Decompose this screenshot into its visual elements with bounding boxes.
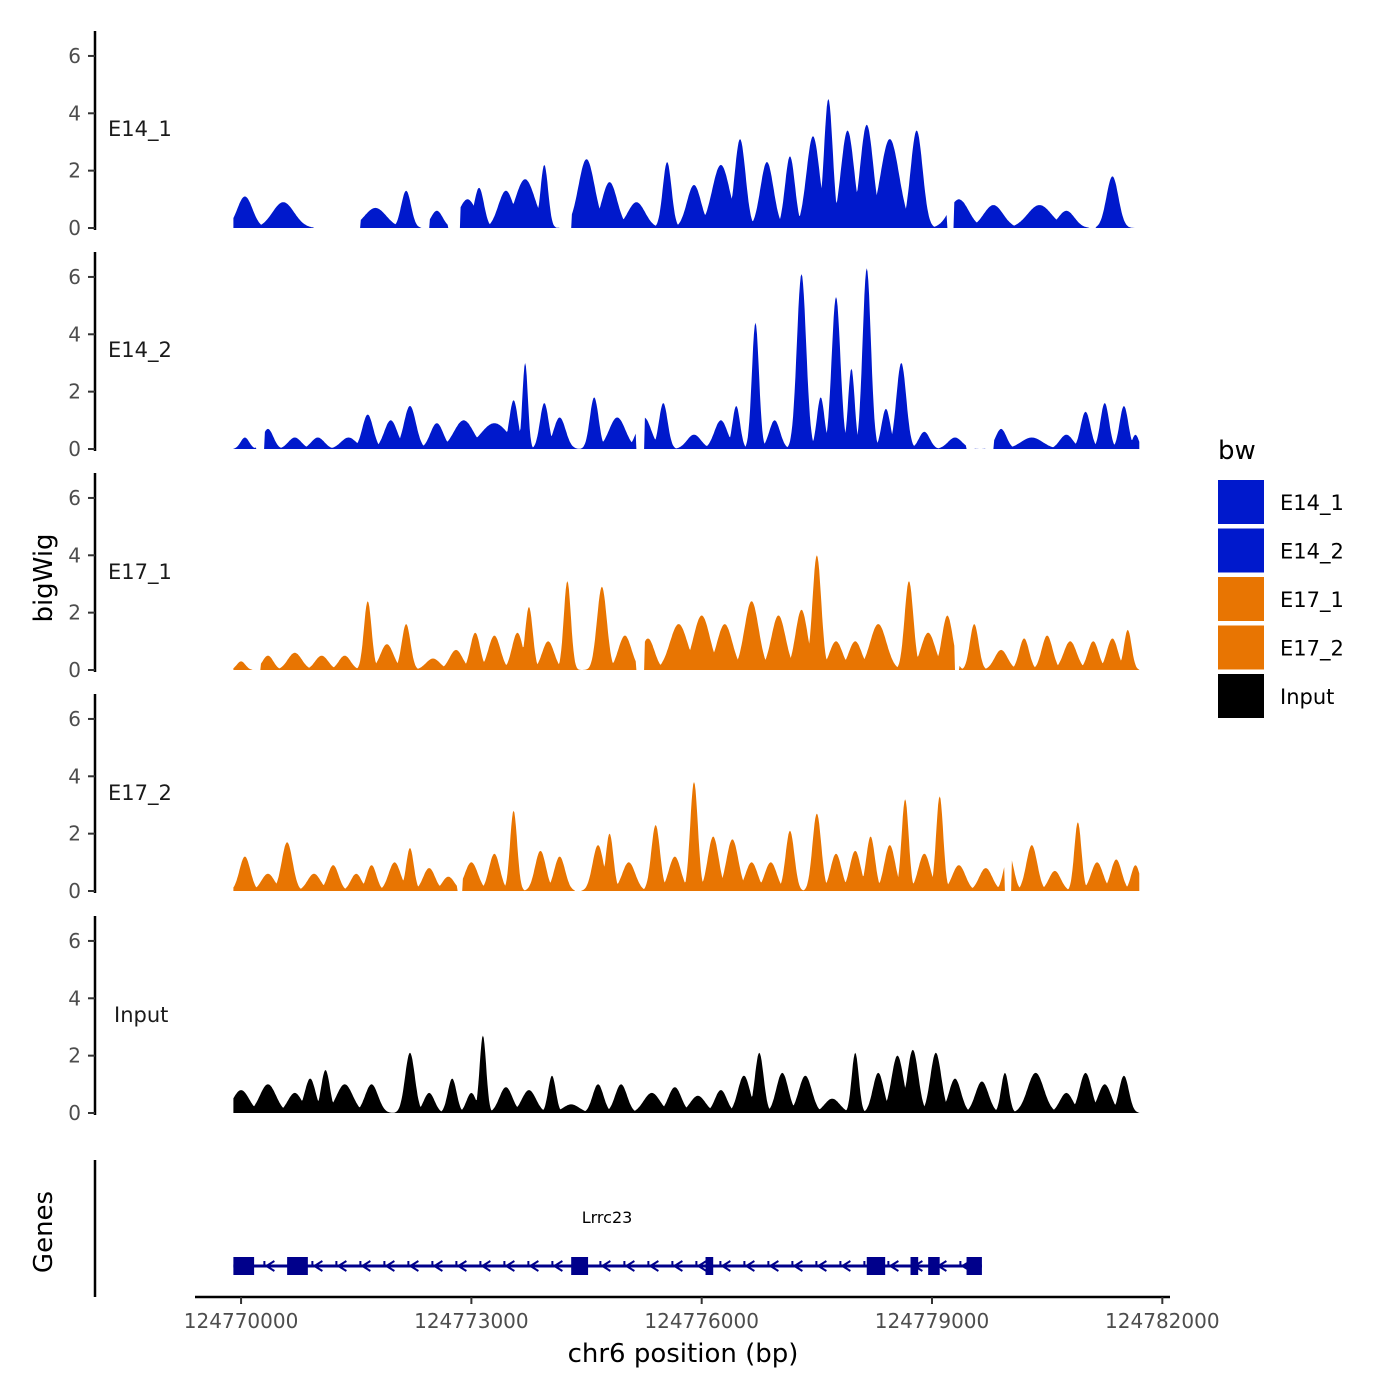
strand-arrow (744, 1260, 755, 1272)
track-label: E17_1 (108, 560, 172, 585)
strand-arrow (552, 1260, 563, 1272)
track-e17-1: 0 2 4 6 E17_1 (68, 473, 1140, 682)
y-tick-label: 2 (68, 822, 81, 846)
y-axis-title: bigWig (29, 533, 59, 622)
strand-arrow (504, 1260, 515, 1272)
legend-title: bw (1218, 436, 1256, 466)
legend-label: E17_1 (1280, 588, 1344, 613)
strand-arrow (528, 1260, 539, 1272)
gene-track-title: Genes (29, 1191, 59, 1273)
strand-arrow (408, 1260, 419, 1272)
track-input: 0 2 4 6 Input (68, 916, 1140, 1125)
gene-exon (928, 1257, 940, 1275)
strand-arrow (360, 1260, 371, 1272)
strand-arrow (888, 1260, 899, 1272)
y-tick-label: 6 (68, 44, 81, 68)
y-tick-label: 2 (68, 159, 81, 183)
y-tick-label: 2 (68, 601, 81, 625)
x-tick-label: 124773000 (414, 1309, 529, 1333)
strand-arrow (840, 1260, 851, 1272)
gene-exon (705, 1257, 714, 1275)
coverage-area (233, 555, 1140, 670)
gene-exon (966, 1257, 982, 1275)
gene-exon (910, 1257, 919, 1275)
strand-arrow (696, 1260, 707, 1272)
gene-exon (571, 1257, 589, 1275)
strand-arrow (792, 1260, 803, 1272)
track-label: E17_2 (108, 781, 172, 806)
coverage-area (233, 268, 1140, 449)
y-tick-label: 6 (68, 265, 81, 289)
x-axis-title: chr6 position (bp) (568, 1339, 799, 1369)
strand-arrow (456, 1260, 467, 1272)
x-tick-label: 124779000 (875, 1309, 990, 1333)
gene-name-label: Lrrc23 (582, 1208, 633, 1227)
y-tick-label: 0 (68, 437, 81, 461)
y-tick-label: 4 (68, 322, 81, 346)
legend-swatch (1218, 528, 1264, 573)
track-e14-2: 0 2 4 6 E14_2 (68, 252, 1140, 461)
coverage-area (233, 1035, 1140, 1113)
legend-label: Input (1280, 685, 1334, 709)
gene-exon (233, 1257, 255, 1275)
gene-track: Lrrc23 (93, 1160, 982, 1297)
coverage-area (233, 782, 1140, 891)
strand-arrow (672, 1260, 683, 1272)
y-tick-label: 6 (68, 486, 81, 510)
strand-arrow (264, 1260, 275, 1272)
track-e14-1: 0 2 4 6 E14_1 (68, 31, 1140, 240)
x-tick-label: 124782000 (1105, 1309, 1220, 1333)
y-tick-label: 0 (68, 1101, 81, 1125)
y-tick-label: 4 (68, 764, 81, 788)
y-tick-label: 6 (68, 929, 81, 953)
legend-swatch (1218, 674, 1264, 718)
strand-arrow (816, 1260, 827, 1272)
strand-arrow (480, 1260, 491, 1272)
y-tick-label: 2 (68, 380, 81, 404)
x-tick-label: 124770000 (184, 1309, 299, 1333)
strand-arrow (384, 1260, 395, 1272)
coverage-tracks: 0 2 4 6 E14_1 0 2 4 6 E14_2 0 2 4 6 E17_1 0 2 4 6 E17_2 0 2 4 6… (68, 31, 1140, 1125)
strand-arrow (312, 1260, 323, 1272)
strand-arrow (432, 1260, 443, 1272)
y-tick-label: 4 (68, 543, 81, 567)
y-tick-label: 0 (68, 216, 81, 240)
legend-label: E17_2 (1280, 637, 1344, 662)
legend-swatch (1218, 577, 1264, 621)
strand-arrow (624, 1260, 635, 1272)
gene-exon (866, 1257, 886, 1275)
gene-exon (287, 1257, 308, 1275)
y-tick-label: 2 (68, 1044, 81, 1068)
y-tick-label: 6 (68, 707, 81, 731)
legend-label: E14_2 (1280, 540, 1344, 565)
strand-arrow (600, 1260, 611, 1272)
track-label: Input (114, 1003, 168, 1027)
y-tick-label: 0 (68, 879, 81, 903)
x-axis: 124770000 124773000 124776000 124779000 1247… (184, 1295, 1220, 1333)
strand-arrow (768, 1260, 779, 1272)
track-e17-2: 0 2 4 6 E17_2 (68, 694, 1140, 903)
x-tick-label: 124776000 (644, 1309, 759, 1333)
legend-label: E14_1 (1280, 491, 1344, 516)
legend-swatch (1218, 625, 1264, 670)
strand-arrow (648, 1260, 659, 1272)
coverage-area (233, 99, 1140, 228)
y-tick-label: 4 (68, 986, 81, 1010)
y-tick-label: 4 (68, 101, 81, 125)
legend-swatch (1218, 480, 1264, 524)
legend: bw E14_1 E14_2 E17_1 E17_2 Input (1218, 436, 1344, 718)
track-label: E14_1 (108, 117, 172, 142)
strand-arrow (720, 1260, 731, 1272)
strand-arrow (336, 1260, 347, 1272)
track-label: E14_2 (108, 338, 172, 363)
y-tick-label: 0 (68, 658, 81, 682)
